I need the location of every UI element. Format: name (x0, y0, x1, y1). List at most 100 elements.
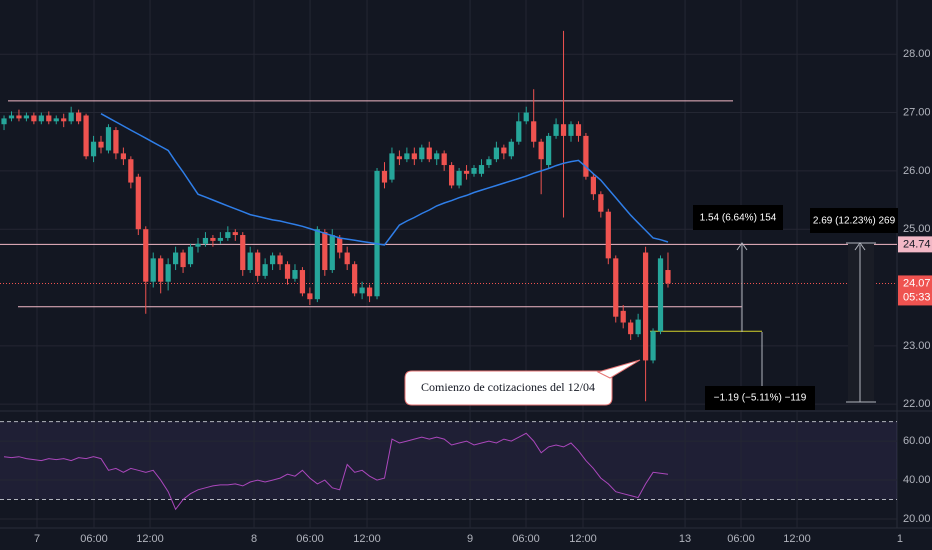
candle-body (329, 235, 335, 271)
candle-body (53, 118, 59, 122)
y-tick-label: 26.00 (903, 165, 931, 177)
candle-body (553, 124, 559, 136)
candle-body (23, 115, 30, 119)
candle-body (128, 159, 134, 183)
y-tick-label: 20.00 (903, 513, 931, 525)
last-price-bg (898, 275, 932, 306)
candle-body (143, 229, 149, 282)
candle-body (337, 237, 343, 253)
candle-body (642, 252, 649, 361)
candle-body (501, 147, 507, 154)
candle-body (493, 147, 500, 160)
x-tick-label: 12:00 (569, 533, 597, 545)
candle-body (255, 252, 261, 276)
x-tick-label: 8 (251, 533, 257, 545)
candle-body (113, 130, 119, 154)
candle-body (486, 159, 492, 166)
candle-body (471, 167, 477, 174)
candle-body (8, 115, 15, 119)
candle-body (441, 153, 447, 166)
y-tick-label: 28.00 (903, 48, 931, 60)
candle-body (531, 121, 537, 142)
y-tick-label: 60.00 (903, 435, 931, 447)
candle-body (61, 118, 67, 122)
candle-body (575, 124, 582, 136)
candle-body (120, 153, 127, 160)
candle-body (83, 115, 89, 157)
candle-body (210, 237, 216, 241)
x-tick-label: 13 (679, 533, 691, 545)
measure-box (693, 205, 783, 230)
candle-body (150, 258, 156, 282)
candle-body (396, 156, 403, 160)
candle-body (389, 153, 395, 180)
candle-body (426, 147, 432, 160)
candle-body (508, 141, 514, 157)
candle-body (650, 331, 656, 361)
candle-body (560, 124, 567, 136)
candle-body (16, 115, 22, 119)
candle-body (538, 141, 544, 160)
candle-body (411, 153, 417, 160)
candle-body (187, 246, 194, 265)
candle-body (165, 264, 171, 282)
candle-body (605, 211, 611, 259)
rsi-line (3, 432, 669, 511)
candle-body (381, 170, 388, 183)
measure-area (848, 243, 874, 402)
candle-body (463, 170, 470, 174)
x-tick-label: 06:00 (727, 533, 755, 545)
x-tick-label: 1 (897, 533, 903, 545)
y-tick-label: 23.00 (903, 340, 931, 352)
candle-body (76, 112, 82, 122)
candle-body (620, 310, 626, 323)
candle-body (68, 112, 74, 122)
x-tick-label: 12:00 (353, 533, 381, 545)
candle-body (322, 232, 328, 271)
x-tick-label: 06:00 (512, 533, 540, 545)
candle-body (628, 322, 634, 335)
candle-body (172, 252, 179, 265)
candle-body (225, 232, 231, 238)
candle-body (299, 270, 306, 294)
measure-arrow-head (736, 242, 748, 251)
x-tick-label: 06:00 (296, 533, 324, 545)
candle-body (307, 293, 313, 300)
callout-pointer (596, 359, 641, 379)
candle-body (90, 141, 97, 157)
candle-body (269, 255, 276, 265)
candle-body (314, 229, 320, 300)
candle-body (202, 237, 209, 244)
candle-body (217, 237, 223, 241)
candle-body (478, 165, 485, 174)
candle-body (598, 194, 604, 212)
candle-body (277, 255, 283, 265)
candle-body (247, 252, 253, 271)
candle-body (158, 258, 164, 282)
candle-body (546, 135, 552, 166)
candle-body (359, 287, 365, 294)
measure-label: 2.69 (12.23%) 269 (813, 216, 896, 227)
candle-body (613, 258, 619, 317)
candle-body (665, 270, 671, 284)
candle-body (105, 127, 112, 151)
y-tick-label: 22.00 (903, 398, 931, 410)
candle-body (46, 115, 52, 122)
x-tick-label: 06:00 (80, 533, 108, 545)
x-tick-label: 12:00 (136, 533, 164, 545)
x-tick-label: 9 (467, 533, 473, 545)
candle-body (284, 264, 291, 279)
countdown: 05:33 (903, 291, 931, 303)
moving-average (100, 113, 669, 246)
last-price-tag: 24.07 (903, 277, 931, 289)
callout-text: Comienzo de cotizaciones del 12/04 (421, 380, 595, 394)
level-tag-bg (898, 236, 932, 253)
candle-body (635, 319, 641, 335)
candle-body (31, 115, 37, 122)
measure-label: 1.54 (6.64%) 154 (700, 213, 777, 224)
candle-body (262, 264, 268, 276)
candle-body (583, 135, 589, 177)
y-tick-label: 25.00 (903, 223, 931, 235)
